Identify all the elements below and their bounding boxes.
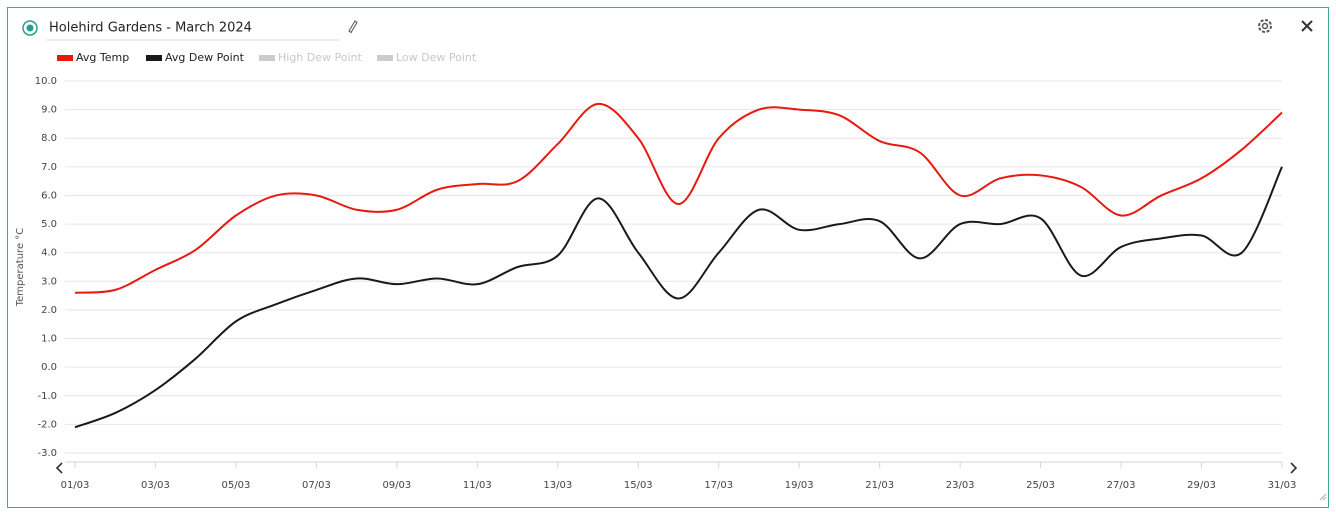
close-icon[interactable] <box>1301 20 1313 32</box>
x-tick-label: 19/03 <box>785 480 814 491</box>
y-tick-label: 1.0 <box>41 334 57 345</box>
x-tick-label: 11/03 <box>463 480 492 491</box>
legend-swatch[interactable] <box>259 55 275 61</box>
y-tick-label: 10.0 <box>35 76 57 87</box>
y-tick-label: 2.0 <box>41 305 57 316</box>
settings-icon[interactable] <box>1258 19 1272 33</box>
legend-label[interactable]: Avg Temp <box>76 51 129 64</box>
series-line <box>74 102 1283 294</box>
x-tick-label: 17/03 <box>704 480 733 491</box>
y-axis-label: Temperature °C <box>15 228 26 308</box>
status-icon[interactable] <box>22 20 38 36</box>
status-dot <box>26 24 34 32</box>
widget-title: Holehird Gardens - March 2024 <box>49 21 252 36</box>
y-tick-label: 4.0 <box>41 248 57 259</box>
gear-hub <box>1261 22 1269 30</box>
widget-border <box>7 7 1329 508</box>
y-tick-label: 5.0 <box>41 219 57 230</box>
y-tick-label: 0.0 <box>41 362 57 373</box>
gear <box>1258 19 1272 33</box>
x-tick-label: 27/03 <box>1107 480 1136 491</box>
edit-icon[interactable] <box>348 20 358 34</box>
legend-swatch[interactable] <box>146 55 162 61</box>
x-tick-label: 31/03 <box>1268 480 1297 491</box>
legend-label[interactable]: Avg Dew Point <box>165 51 245 64</box>
legend-label[interactable]: High Dew Point <box>278 51 363 64</box>
y-tick-label: 3.0 <box>41 276 57 287</box>
x-tick-label: 05/03 <box>222 480 251 491</box>
x-tick-label: 29/03 <box>1187 480 1216 491</box>
x-tick-label: 15/03 <box>624 480 653 491</box>
x-tick-label: 25/03 <box>1026 480 1055 491</box>
y-tick-label: 9.0 <box>41 105 57 116</box>
y-tick-label: -1.0 <box>37 391 57 402</box>
legend-swatch[interactable] <box>377 55 393 61</box>
x-tick-label: 13/03 <box>543 480 572 491</box>
legend-label[interactable]: Low Dew Point <box>396 51 477 64</box>
y-tick-label: -3.0 <box>37 448 57 459</box>
x-tick-label: 23/03 <box>946 480 975 491</box>
legend-swatch[interactable] <box>57 55 73 61</box>
y-tick-label: -2.0 <box>37 419 57 430</box>
y-tick-label: 6.0 <box>41 190 57 201</box>
scroll-left[interactable] <box>55 462 63 474</box>
resize-handle[interactable] <box>1319 493 1327 501</box>
x-tick-label: 21/03 <box>865 480 894 491</box>
x-tick-label: 01/03 <box>61 480 90 491</box>
x-tick-label: 03/03 <box>141 480 170 491</box>
x-tick-label: 09/03 <box>382 480 411 491</box>
x-tick-label: 07/03 <box>302 480 331 491</box>
series-line <box>74 166 1283 429</box>
y-tick-label: 7.0 <box>41 162 57 173</box>
y-tick-label: 8.0 <box>41 133 57 144</box>
scroll-right[interactable] <box>1290 462 1298 474</box>
